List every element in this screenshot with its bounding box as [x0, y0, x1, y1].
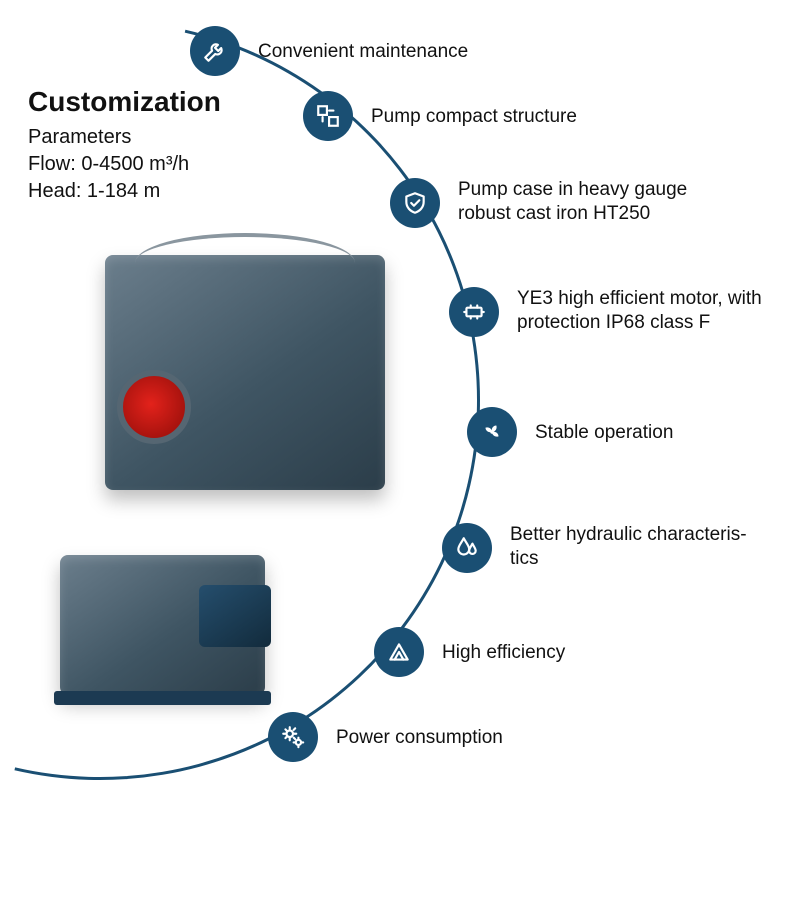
- feature-node-wrench: [190, 26, 240, 76]
- heading-block: Customization Parameters Flow: 0-4500 m³…: [28, 86, 221, 205]
- wrench-icon: [202, 38, 228, 64]
- feature-node-fan: [467, 407, 517, 457]
- feature-node-triangle: [374, 627, 424, 677]
- gears-icon: [280, 724, 306, 750]
- fan-icon: [479, 419, 505, 445]
- feature-label: Pump case in heavy gauge robust cast iro…: [458, 178, 728, 226]
- feature-label: High efficiency: [442, 641, 565, 665]
- feature-label: YE3 high efficient motor, with protectio…: [517, 287, 787, 335]
- pump-image-large: [105, 255, 385, 490]
- feature-node-droplet: [442, 523, 492, 573]
- feature-label: Convenient maintenance: [258, 40, 468, 64]
- feature-node-motor: [449, 287, 499, 337]
- feature-node-shield: [390, 178, 440, 228]
- feature-label: Stable operation: [535, 421, 673, 445]
- infographic-canvas: Customization Parameters Flow: 0-4500 m³…: [0, 0, 800, 800]
- droplet-icon: [454, 535, 480, 561]
- feature-node-compact: [303, 91, 353, 141]
- feature-label: Power consumption: [336, 726, 503, 750]
- heading-line-parameters: Parameters: [28, 124, 221, 151]
- shield-icon: [402, 190, 428, 216]
- feature-label: Better hydraulic characteris- tics: [510, 523, 780, 571]
- compact-icon: [315, 103, 341, 129]
- feature-label: Pump compact structure: [371, 105, 577, 129]
- pump-image-small: [60, 555, 265, 695]
- heading-title: Customization: [28, 86, 221, 118]
- heading-line-head: Head: 1-184 m: [28, 178, 221, 205]
- feature-node-gears: [268, 712, 318, 762]
- triangle-icon: [386, 639, 412, 665]
- heading-line-flow: Flow: 0-4500 m³/h: [28, 151, 221, 178]
- motor-icon: [461, 299, 487, 325]
